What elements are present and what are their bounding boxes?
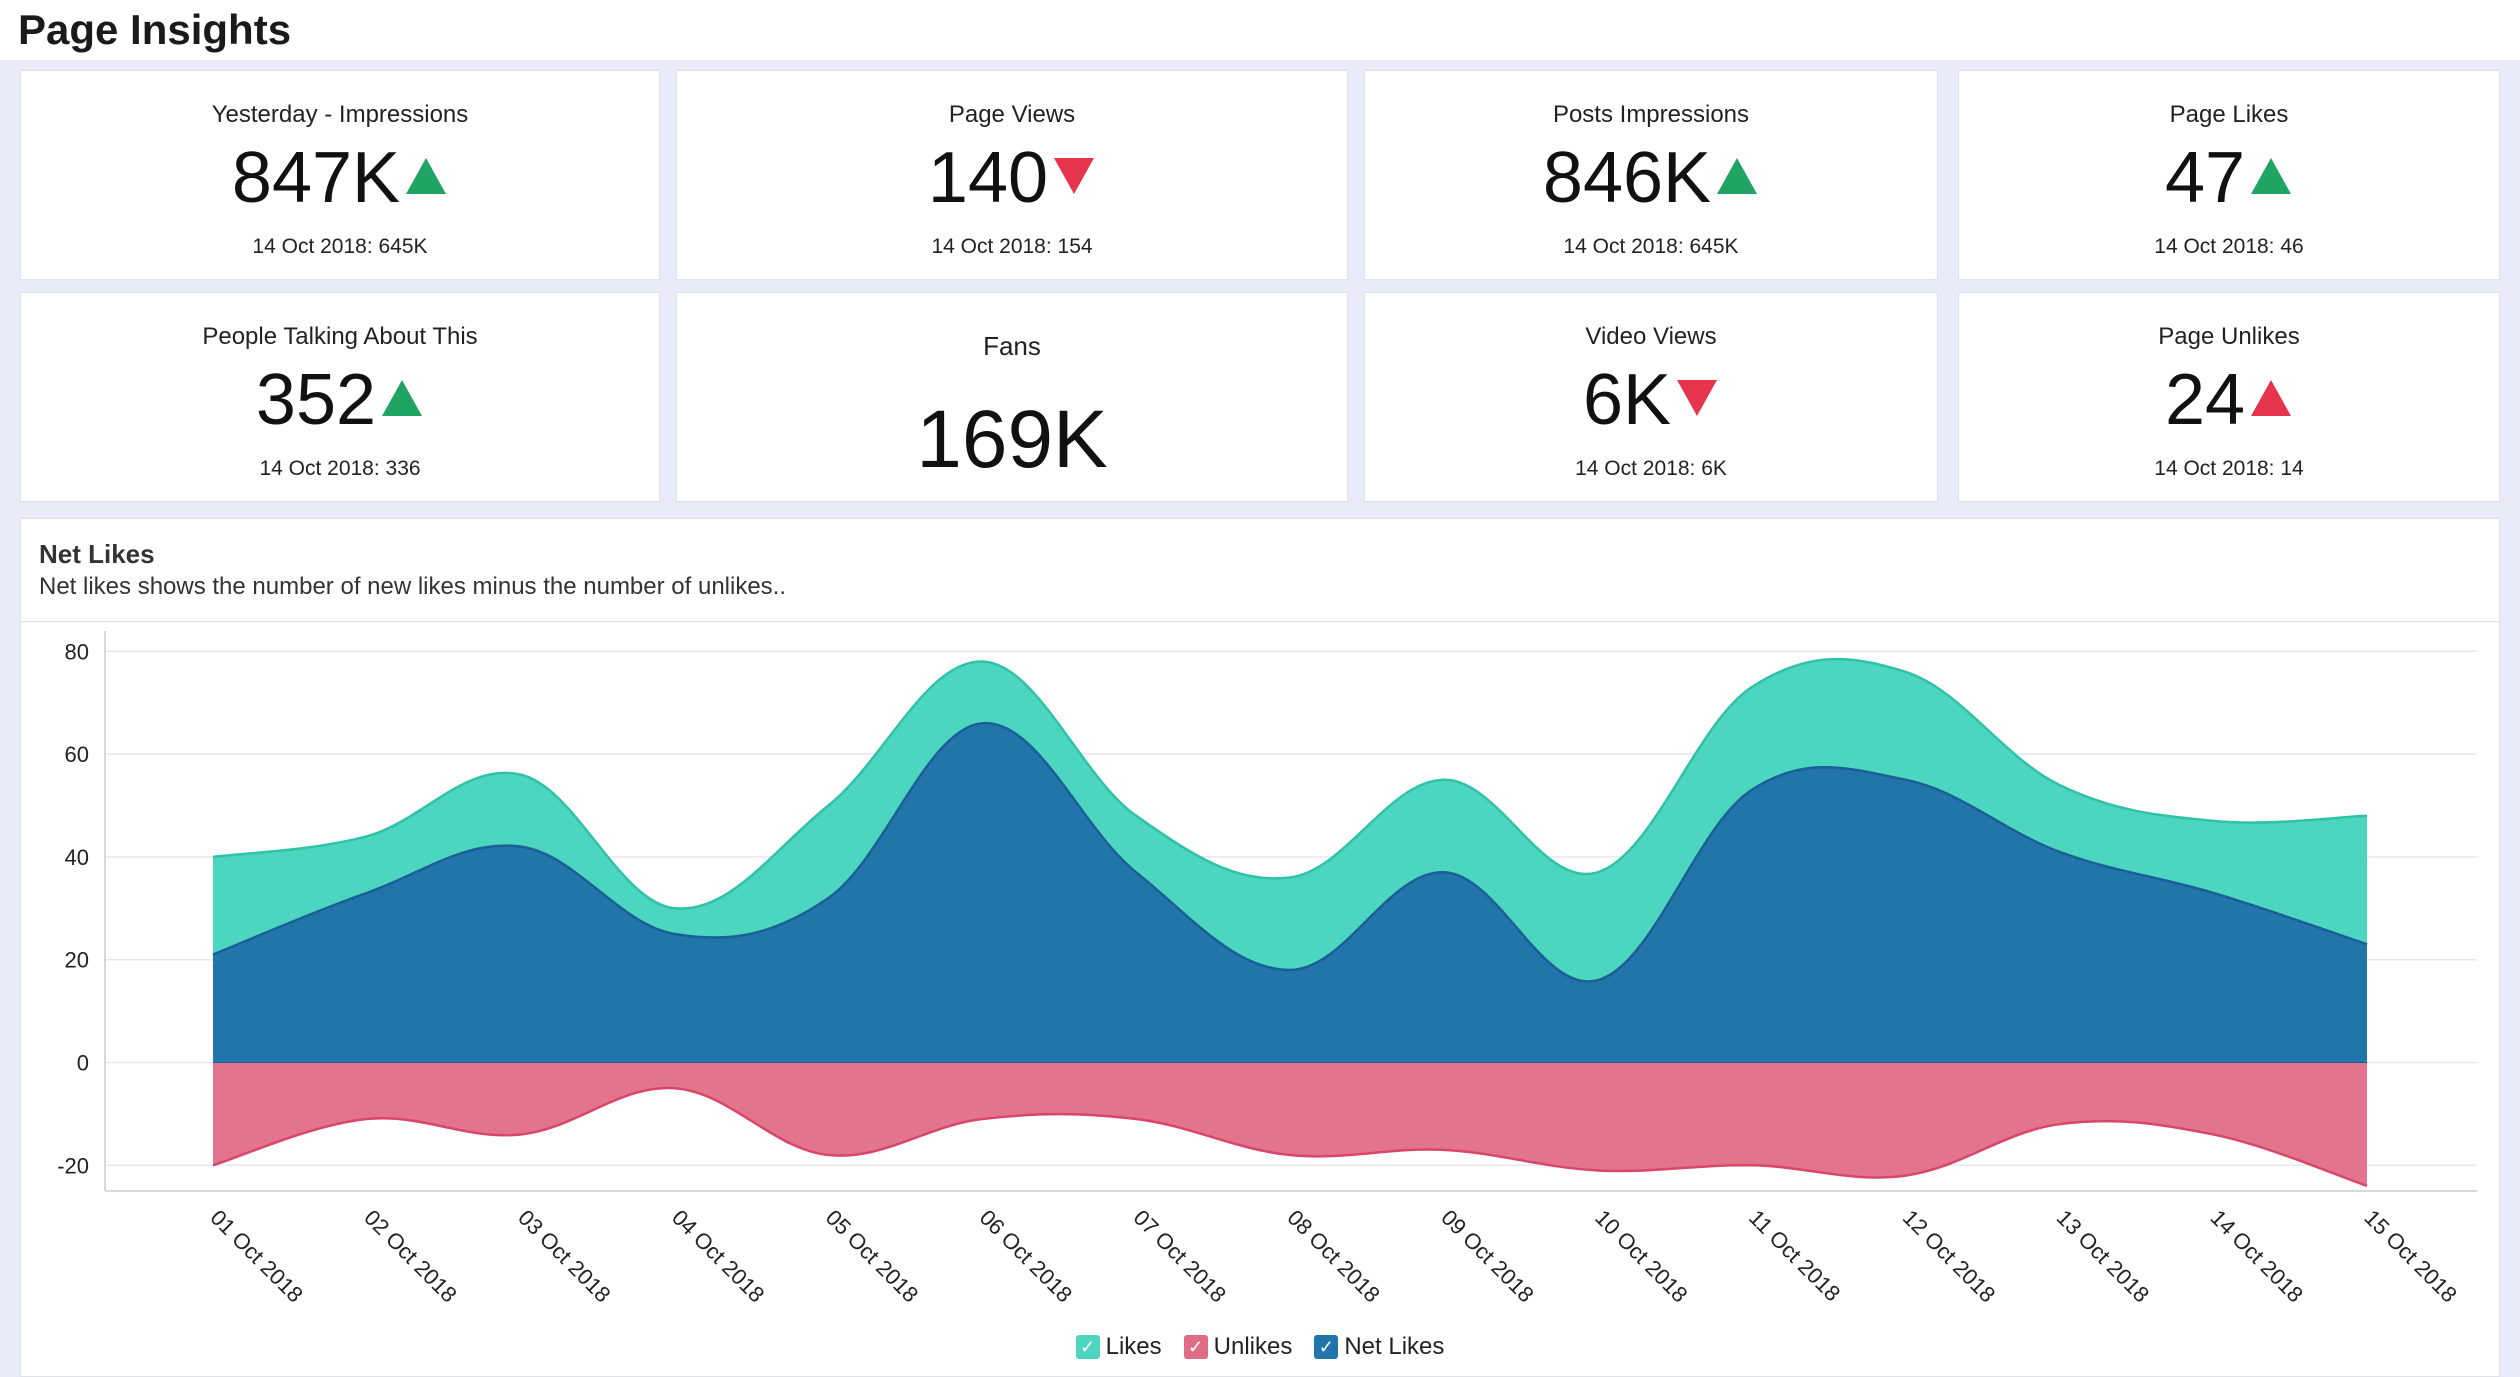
trend-up-icon [406,158,447,194]
kpi-previous-value: 14 Oct 2018: 645K [1563,235,1739,258]
kpi-value: 47 [2164,138,2246,218]
kpi-previous-value: 14 Oct 2018: 6K [1575,457,1727,480]
x-tick-label: 07 Oct 2018 [1129,1205,1231,1307]
area-unlikes [213,1062,2367,1186]
x-tick-label: 12 Oct 2018 [1898,1205,2000,1307]
legend-label: Unlikes [1213,1333,1293,1360]
y-tick-label: 20 [65,948,89,973]
x-tick-label: 08 Oct 2018 [1282,1205,1384,1307]
x-tick-label: 03 Oct 2018 [513,1205,615,1307]
y-tick-label: 0 [77,1050,89,1075]
kpi-value-row: 169K [677,385,1347,495]
x-tick-label: 11 Oct 2018 [1744,1205,1845,1306]
kpi-label: Page Views [948,101,1076,128]
kpi-value-row: 140 [677,133,1347,223]
line-unlikes [212,1086,2368,1188]
legend-item-unlikes[interactable]: ✓ Unlikes [1183,1333,1293,1361]
kpi-card-fans: Fans 169K [676,292,1348,502]
x-tick-label: 09 Oct 2018 [1436,1205,1538,1307]
area-net-likes [213,723,2367,1063]
checkbox-icon[interactable]: ✓ [1075,1335,1100,1359]
kpi-value-row: 846K [1365,133,1937,223]
checkbox-icon[interactable]: ✓ [1183,1335,1208,1359]
kpi-previous-value: 14 Oct 2018: 46 [2154,235,2304,258]
chart-description: Net likes shows the number of new likes … [39,573,787,600]
y-tick-label: 80 [65,639,89,664]
x-tick-label: 01 Oct 2018 [205,1205,307,1307]
trend-up-icon [1717,158,1758,194]
x-tick-label: 15 Oct 2018 [2359,1205,2461,1307]
kpi-label: People Talking About This [202,323,478,350]
kpi-card-people-talking-about-this: People Talking About This 352 14 Oct 2018:… [20,292,660,502]
trend-up-icon [2251,158,2292,194]
kpi-label: Posts Impressions [1552,101,1750,128]
chart-legend: ✓ Likes ✓ Unlikes ✓ Net Likes [21,1333,2499,1361]
trend-up-icon [382,380,423,416]
x-tick-label: 05 Oct 2018 [821,1205,923,1307]
kpi-card-page-unlikes: Page Unlikes 24 14 Oct 2018: 14 [1958,292,2500,502]
kpi-value-row: 847K [21,133,659,223]
kpi-label: Page Unlikes [2158,323,2300,350]
kpi-value: 140 [927,138,1049,218]
legend-item-net-likes[interactable]: ✓ Net Likes [1314,1333,1444,1361]
x-tick-label: 10 Oct 2018 [1590,1205,1692,1307]
line-likes [212,657,2368,910]
kpi-label: Video Views [1585,323,1717,350]
kpi-card-page-views: Page Views 140 14 Oct 2018: 154 [676,70,1348,280]
kpi-card-page-likes: Page Likes 47 14 Oct 2018: 46 [1958,70,2500,280]
kpi-value: 24 [2164,360,2246,440]
page-title: Page Insights [18,6,292,53]
trend-down-icon [1054,158,1095,194]
kpi-previous-value: 14 Oct 2018: 336 [259,457,421,480]
kpi-card-video-views: Video Views 6K 14 Oct 2018: 6K [1364,292,1938,502]
y-tick-label: 60 [65,742,89,767]
x-tick-label: 04 Oct 2018 [667,1205,769,1307]
kpi-previous-value: 14 Oct 2018: 645K [252,235,428,258]
kpi-value-row: 352 [21,355,659,445]
legend-item-likes[interactable]: ✓ Likes [1075,1333,1162,1361]
x-tick-label: 14 Oct 2018 [2206,1205,2308,1307]
kpi-previous-value: 14 Oct 2018: 14 [2154,457,2304,480]
kpi-card-posts-impressions: Posts Impressions 846K 14 Oct 2018: 645K [1364,70,1938,280]
trend-up-icon [2251,380,2292,416]
kpi-value: 846K [1542,138,1712,218]
kpi-value: 6K [1582,360,1672,440]
x-tick-label: 06 Oct 2018 [975,1205,1077,1307]
x-tick-label: 02 Oct 2018 [359,1205,461,1307]
chart-title: Net Likes [39,539,155,569]
kpi-value: 847K [231,138,401,218]
net-likes-chart: 80 60 40 20 0 -20 01 Oct 2018 02 Oct 2018 03 Oct… [57,631,2477,1307]
kpi-previous-value: 14 Oct 2018: 154 [931,235,1093,258]
y-tick-label: -20 [57,1153,89,1178]
kpi-label: Yesterday - Impressions [211,101,469,128]
kpi-value-row: 6K [1365,355,1937,445]
divider [21,621,2499,622]
kpi-value-row: 47 [1959,133,2499,223]
legend-label: Net Likes [1344,1333,1445,1360]
kpi-value: 169K [916,394,1108,485]
checkbox-icon[interactable]: ✓ [1314,1335,1339,1359]
y-tick-label: 40 [65,845,89,870]
trend-down-icon [1677,380,1718,416]
header-bar: Page Insights [0,0,2520,60]
kpi-card-yesterday-impressions: Yesterday - Impressions 847K 14 Oct 2018: … [20,70,660,280]
kpi-value: 352 [255,360,377,440]
kpi-label: Fans [983,331,1041,361]
legend-label: Likes [1105,1333,1162,1360]
net-likes-panel: Net Likes Net likes shows the number of … [20,518,2500,1377]
x-tick-label: 13 Oct 2018 [2052,1205,2154,1307]
kpi-label: Page Likes [2169,101,2289,128]
kpi-value-row: 24 [1959,355,2499,445]
